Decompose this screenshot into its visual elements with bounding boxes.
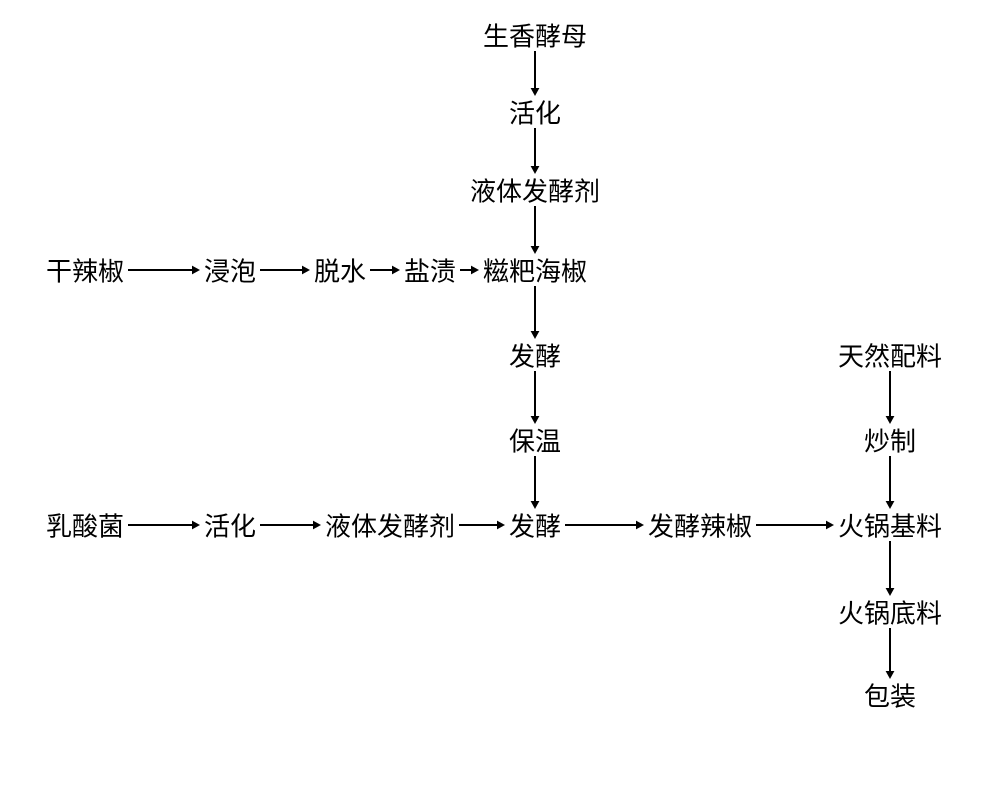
flow-node: 活化 xyxy=(509,94,561,131)
flow-node: 火锅基料 xyxy=(838,507,942,544)
flow-node: 盐渍 xyxy=(404,252,456,289)
arrows-layer xyxy=(0,0,1000,809)
flow-node: 糍粑海椒 xyxy=(483,252,587,289)
flow-node: 保温 xyxy=(509,422,561,459)
flow-node: 包装 xyxy=(864,677,916,714)
flow-node: 干辣椒 xyxy=(46,252,124,289)
flow-node: 液体发酵剂 xyxy=(470,172,600,209)
flow-node: 脱水 xyxy=(314,252,366,289)
flow-node: 发酵辣椒 xyxy=(648,507,752,544)
flow-node: 发酵 xyxy=(509,507,561,544)
flowchart-canvas: 生香酵母活化液体发酵剂糍粑海椒发酵保温发酵干辣椒浸泡脱水盐渍乳酸菌活化液体发酵剂… xyxy=(0,0,1000,809)
flow-node: 浸泡 xyxy=(204,252,256,289)
flow-node: 活化 xyxy=(204,507,256,544)
flow-node: 液体发酵剂 xyxy=(325,507,455,544)
flow-node: 生香酵母 xyxy=(483,17,587,54)
flow-node: 炒制 xyxy=(864,422,916,459)
flow-node: 火锅底料 xyxy=(838,594,942,631)
flow-node: 发酵 xyxy=(509,337,561,374)
flow-node: 乳酸菌 xyxy=(46,507,124,544)
flow-node: 天然配料 xyxy=(838,337,942,374)
